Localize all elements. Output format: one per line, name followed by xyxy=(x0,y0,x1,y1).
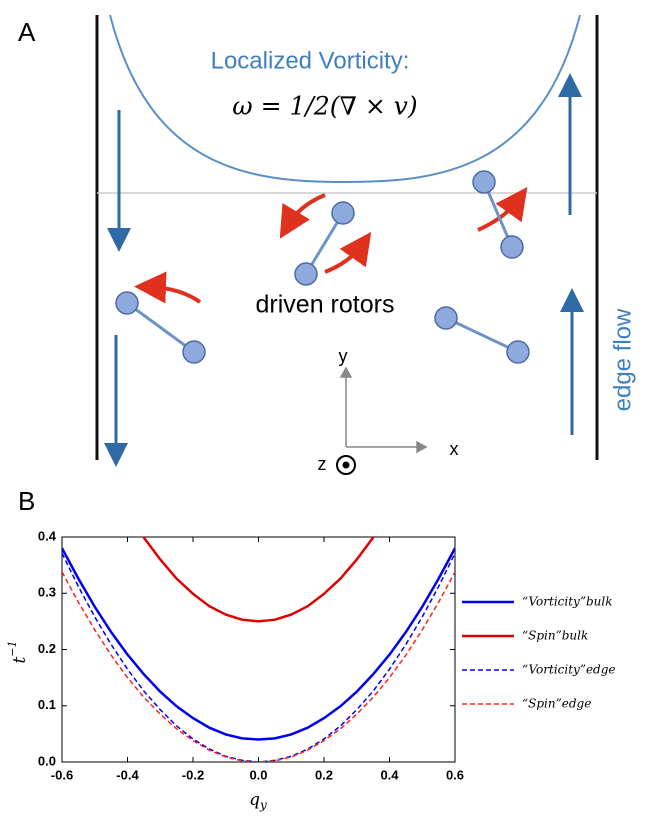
vorticity-profile xyxy=(109,14,581,184)
arrow xyxy=(324,231,372,274)
arrow xyxy=(134,271,202,304)
legend-label: “Spin”edge xyxy=(522,697,591,711)
ball xyxy=(500,235,524,259)
y-tick-label: 0.4 xyxy=(38,528,57,543)
y-label-main: t xyxy=(10,657,30,664)
y-tick-label: 0.0 xyxy=(38,753,56,768)
legend-label: “Spin”bulk xyxy=(522,629,588,643)
series-line xyxy=(142,537,375,623)
series-line xyxy=(62,571,455,762)
diagram-title: Localized Vorticity: xyxy=(211,47,410,74)
x-tick-label: 0.2 xyxy=(315,767,333,782)
rotor-arm xyxy=(445,316,519,354)
x-tick-label: 0.6 xyxy=(446,767,464,782)
rotor-balls xyxy=(115,170,530,364)
plot-frame xyxy=(61,536,456,763)
rotor-arm xyxy=(126,301,195,354)
y-label-sup: −1 xyxy=(6,640,19,656)
panel-label: B xyxy=(18,486,35,516)
edge-label: edge flow xyxy=(609,308,636,411)
panel-label: A xyxy=(18,17,36,47)
x-tick-label: 0.0 xyxy=(249,767,267,782)
arrow xyxy=(477,187,528,232)
arrowhead xyxy=(416,440,428,454)
arrowhead xyxy=(339,366,353,378)
ball xyxy=(182,340,206,364)
legend-label: “Vorticity”edge xyxy=(522,663,616,677)
axis-z-label: z xyxy=(318,454,327,474)
rotors xyxy=(126,181,519,354)
y-tick-label: 0.3 xyxy=(38,585,56,600)
axis-y-label: y xyxy=(339,346,348,366)
ball xyxy=(294,262,318,286)
y-tick-label: 0.2 xyxy=(38,641,56,656)
edge-arrows xyxy=(104,73,584,467)
legend-label: “Vorticity”bulk xyxy=(522,595,612,609)
x-tick-label: 0.4 xyxy=(380,767,399,782)
arrow xyxy=(279,193,326,239)
x-label-main: q xyxy=(249,790,260,810)
x-tick-label: -0.4 xyxy=(116,767,139,782)
x-label-sub: y xyxy=(259,798,267,812)
coordinate-axes xyxy=(339,366,428,454)
z-symbol xyxy=(336,455,356,475)
x-tick-label: -0.2 xyxy=(182,767,204,782)
ball xyxy=(434,306,458,330)
y-tick-label: 0.1 xyxy=(38,697,56,712)
ball xyxy=(331,201,355,225)
rotor-arm xyxy=(304,212,345,275)
z-dot xyxy=(342,461,350,469)
ball xyxy=(506,340,530,364)
y-axis-label: t−1 xyxy=(6,640,30,663)
series-line xyxy=(62,552,455,762)
rotation-arrows xyxy=(134,187,528,304)
rotor-label: driven rotors xyxy=(256,291,395,319)
series-line xyxy=(62,547,455,741)
rotor-arm xyxy=(482,181,514,248)
x-tick-label: -0.6 xyxy=(51,767,73,782)
equation: ω = 1/2(∇ × v) xyxy=(232,92,417,121)
x-axis-label: qy xyxy=(249,790,267,812)
ball xyxy=(115,291,139,315)
axis-x-label: x xyxy=(450,439,459,459)
ball xyxy=(472,170,496,194)
